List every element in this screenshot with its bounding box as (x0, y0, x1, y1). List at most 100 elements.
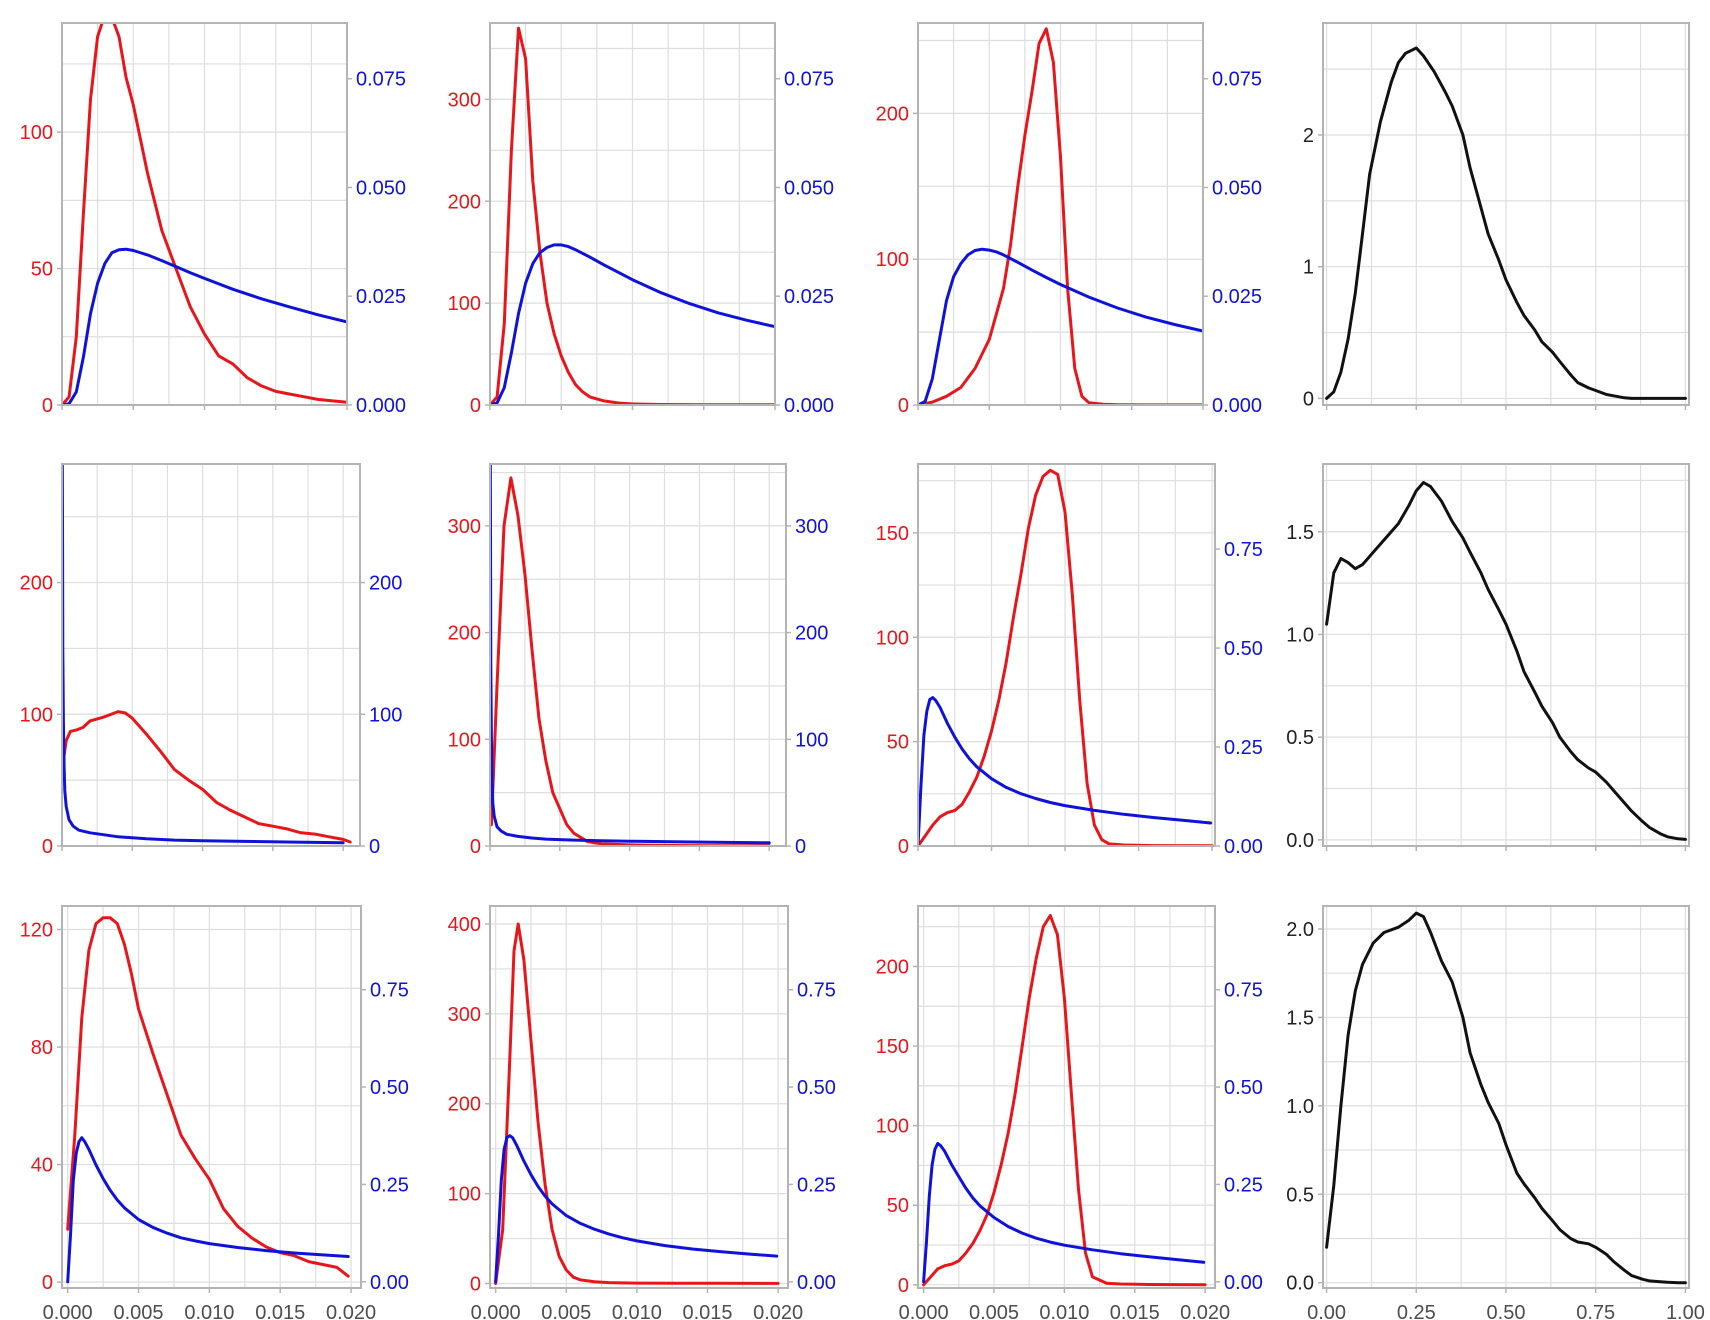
series-line-left (1325, 481, 1687, 841)
x-tick-label: 0.000 (43, 1302, 93, 1320)
panel-12: 0.0 0.5 1.0 1.5 2.0 0.00 0.25 0.50 0.75 1.00 (1286, 905, 1705, 1320)
y-right-tick-label: 200 (795, 623, 828, 645)
y-right-tick-label: 0.025 (784, 286, 834, 308)
series-line-left (918, 27, 1203, 405)
series-line-left (62, 710, 352, 844)
y-right-tick-label: 0.00 (370, 1272, 409, 1294)
series-line-left (490, 26, 775, 405)
y-right-tick-label: 0.50 (370, 1077, 409, 1099)
y-left-tick-label: 50 (887, 1195, 909, 1217)
y-left-tick-label: 400 (448, 914, 481, 936)
x-tick-label: 0.020 (1180, 1302, 1230, 1320)
y-right-tick-label: 0.50 (1224, 638, 1263, 660)
series-line-left (918, 468, 1214, 846)
y-right-tick-label: 0.00 (1224, 1272, 1263, 1294)
series-line-left (490, 476, 771, 846)
x-tick-label: 0.75 (1576, 1302, 1615, 1320)
y-right-tick-label: 0.50 (1224, 1077, 1263, 1099)
gridlines (490, 23, 775, 405)
panel-9: 0 40 80 120 0.00 0.25 0.50 0.75 0.000 0.005 0.010 0… (20, 905, 409, 1320)
y-left-tick-label: 80 (31, 1037, 53, 1059)
gridlines (490, 906, 788, 1288)
panel-2: 0 100 200 300 0.000 0.025 0.050 0.075 (448, 22, 834, 417)
y-right-tick-label: 0 (795, 836, 806, 858)
series-line-right (494, 1134, 779, 1284)
panel-1: 0 50 100 0.000 0.025 0.050 0.075 (20, 22, 406, 417)
series-line-right (62, 464, 345, 845)
y-left-tick-label: 40 (31, 1155, 53, 1177)
gridlines (1323, 906, 1689, 1288)
y-right-tick-label: 0.75 (370, 980, 409, 1002)
y-left-tick-label: 100 (448, 1184, 481, 1206)
y-left-tick-label: 0 (1303, 388, 1314, 410)
x-tick-label: 0.005 (113, 1302, 163, 1320)
y-left-tick-label: 100 (20, 704, 53, 726)
x-tick-label: 0.015 (1110, 1302, 1160, 1320)
x-tick-label: 0.000 (471, 1302, 521, 1320)
y-right-tick-label: 0.000 (1212, 395, 1262, 417)
y-left-tick-label: 100 (876, 249, 909, 271)
y-right-tick-label: 0.025 (356, 286, 406, 308)
y-right-tick-label: 100 (369, 704, 402, 726)
series-line-right (66, 1136, 350, 1284)
y-left-tick-label: 0 (898, 1275, 909, 1297)
x-tick-label: 0.015 (682, 1302, 732, 1320)
y-left-tick-label: 200 (876, 103, 909, 125)
y-right-tick-label: 0.25 (370, 1174, 409, 1196)
y-right-tick-label: 300 (795, 516, 828, 538)
gridlines (62, 464, 360, 846)
y-right-tick-label: 0.25 (797, 1174, 836, 1196)
y-right-tick-label: 0 (369, 836, 380, 858)
y-left-tick-label: 200 (448, 191, 481, 213)
y-right-tick-label: 0.075 (784, 69, 834, 91)
y-left-tick-label: 0 (470, 1274, 481, 1296)
y-left-tick-label: 1.0 (1286, 624, 1314, 646)
y-left-tick-label: 200 (448, 1094, 481, 1116)
x-tick-label: 0.005 (969, 1302, 1019, 1320)
y-left-tick-label: 150 (876, 523, 909, 545)
x-tick-label: 0.010 (612, 1302, 662, 1320)
y-left-tick-label: 1.0 (1286, 1096, 1314, 1118)
y-left-tick-label: 200 (876, 956, 909, 978)
y-right-tick-label: 0.00 (1224, 836, 1263, 858)
y-left-tick-label: 0 (42, 836, 53, 858)
y-right-tick-label: 200 (369, 573, 402, 595)
series-line-left (1325, 911, 1687, 1285)
panel-4: 0 1 2 (1303, 22, 1690, 410)
series-line-left (1325, 46, 1687, 400)
y-left-tick-label: 0 (470, 836, 481, 858)
y-left-tick-label: 100 (876, 627, 909, 649)
panel-10: 0 100 200 300 400 0.00 0.25 0.50 0.75 0.000 0.005 0… (448, 905, 836, 1320)
panel-5: 0 100 200 0 100 200 (20, 463, 402, 858)
y-left-tick-label: 0 (898, 395, 909, 417)
y-left-tick-label: 1.5 (1286, 522, 1314, 544)
gridlines (918, 906, 1215, 1288)
y-left-tick-label: 2 (1303, 125, 1314, 147)
y-left-tick-label: 0 (898, 836, 909, 858)
panel-border (917, 905, 1216, 1289)
x-tick-label: 0.000 (899, 1302, 949, 1320)
series-line-left (62, 23, 347, 405)
panel-7: 0 50 100 150 0.00 0.25 0.50 0.75 (876, 463, 1263, 858)
y-right-tick-label: 0.075 (356, 69, 406, 91)
y-left-tick-label: 0 (42, 1272, 53, 1294)
y-left-tick-label: 1 (1303, 257, 1314, 279)
y-right-tick-label: 0.025 (1212, 286, 1262, 308)
series-line-right (490, 243, 775, 405)
series-line-right (918, 696, 1213, 846)
panel-border (917, 463, 1216, 847)
y-left-tick-label: 50 (31, 259, 53, 281)
panel-border (489, 463, 787, 847)
panel-3: 0 100 200 0.000 0.025 0.050 0.075 (876, 22, 1262, 417)
x-tick-label: 0.020 (753, 1302, 803, 1320)
y-right-tick-label: 0.25 (1224, 737, 1263, 759)
series-line-right (922, 1142, 1206, 1284)
series-line-left (922, 914, 1207, 1287)
y-left-tick-label: 300 (448, 516, 481, 538)
x-tick-label: 0.020 (326, 1302, 376, 1320)
x-tick-label: 0.005 (541, 1302, 591, 1320)
y-left-tick-label: 300 (448, 89, 481, 111)
y-left-tick-label: 150 (876, 1036, 909, 1058)
y-left-tick-label: 100 (448, 293, 481, 315)
